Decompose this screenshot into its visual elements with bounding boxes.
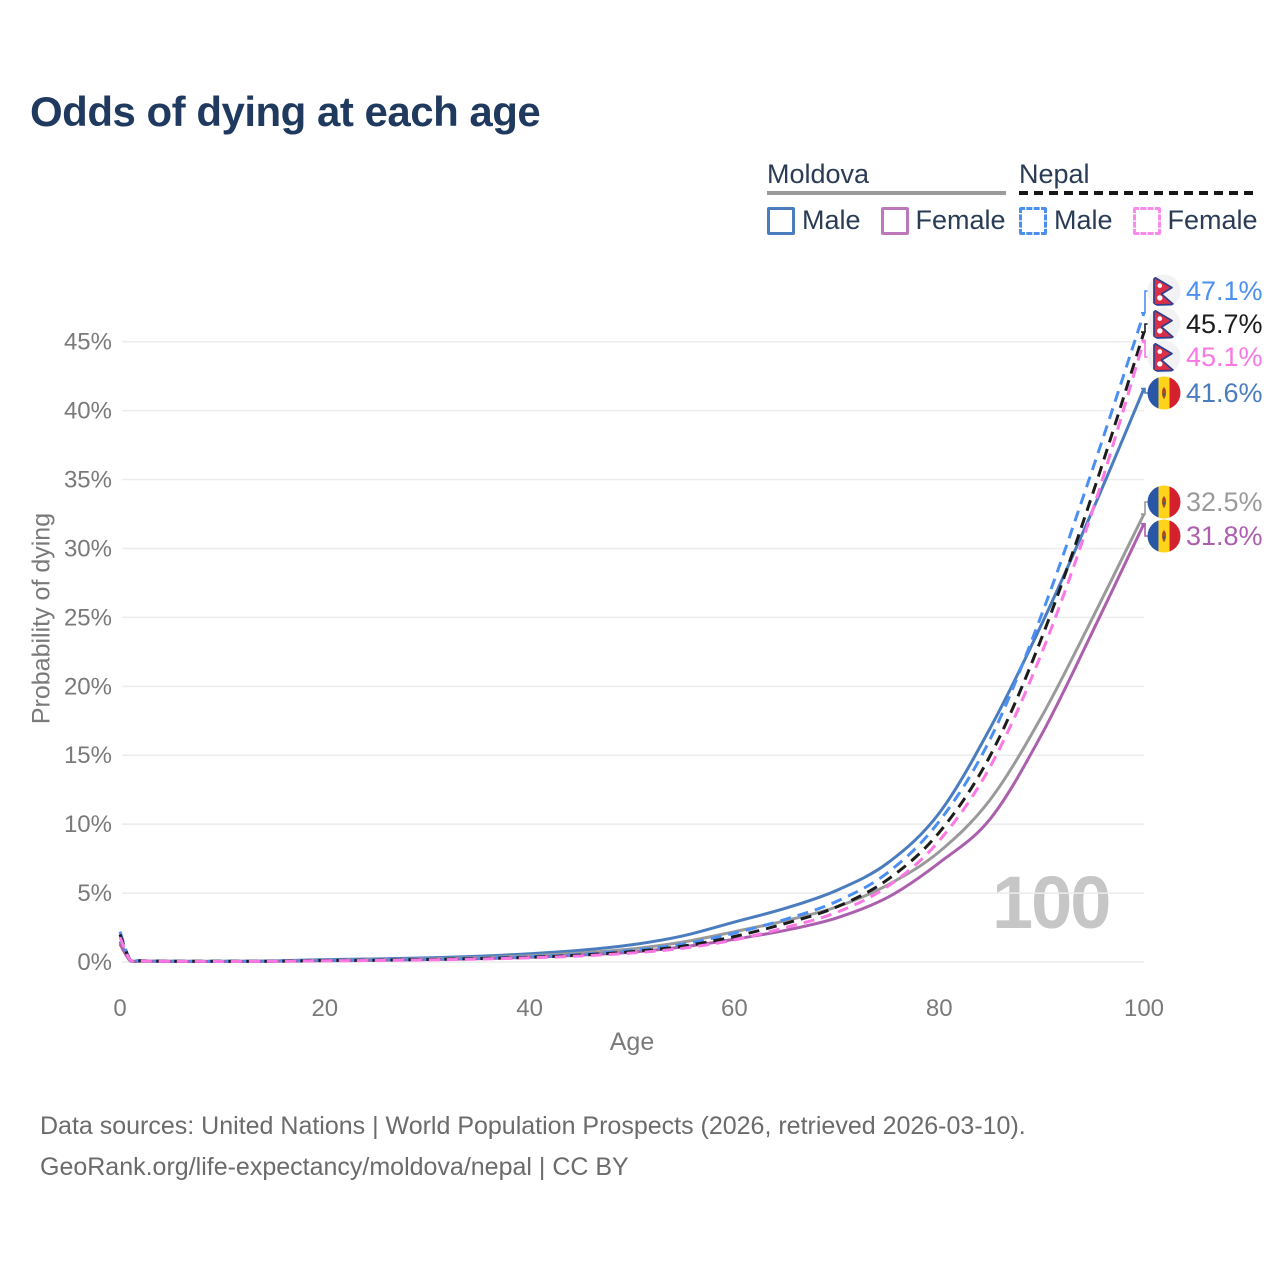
x-tick-label: 40 (516, 995, 543, 1022)
moldova-line-style-sample (767, 191, 1006, 195)
end-value-label-nepal_all: 45.7% (1186, 309, 1263, 339)
legend-country-moldova: Moldova (767, 159, 870, 189)
end-value-label-moldova_all: 32.5% (1186, 487, 1263, 517)
y-tick-label: 35% (64, 467, 112, 494)
legend-group-moldova: Moldova Male Female (767, 160, 1006, 236)
series-line-nepal_all (118, 331, 1146, 963)
end-connector-nepal_female (1141, 339, 1149, 358)
y-tick-label: 45% (64, 329, 112, 356)
end-value-label-moldova_male: 41.6% (1186, 378, 1263, 408)
x-tick-label: 100 (1124, 995, 1164, 1022)
footer-data-sources: Data sources: United Nations | World Pop… (40, 1112, 1026, 1140)
end-value-label-nepal_male: 47.1% (1186, 276, 1263, 306)
end-value-label-nepal_female: 45.1% (1186, 342, 1263, 372)
age-watermark: 100 (992, 861, 1111, 944)
legend-item-nepal-female[interactable]: Female (1132, 205, 1258, 236)
series-line-nepal_female (118, 339, 1146, 963)
end-connector-moldova_male (1141, 387, 1149, 394)
series-line-moldova_male (118, 388, 1146, 963)
page-title: Odds of dying at each age (30, 88, 541, 135)
moldova-male-swatch-icon (767, 206, 795, 235)
legend-country-nepal: Nepal (1019, 159, 1090, 189)
end-connector-nepal_male (1141, 290, 1149, 314)
end-connector-nepal_all (1141, 323, 1149, 333)
footer: Data sources: United Nations | World Pop… (40, 1106, 1026, 1188)
moldova-female-swatch-icon (880, 206, 909, 235)
y-tick-label: 10% (64, 811, 112, 838)
nepal-flag-icon (1148, 275, 1181, 308)
legend-item-nepal-male[interactable]: Male (1019, 205, 1113, 236)
y-tick-label: 20% (64, 673, 112, 700)
nepal-flag-icon (1148, 308, 1181, 341)
end-connector-moldova_female (1141, 522, 1149, 537)
x-tick-label: 60 (721, 995, 748, 1022)
legend-item-moldova-female[interactable]: Female (880, 205, 1006, 236)
nepal-female-swatch-icon (1132, 206, 1161, 235)
footer-attribution: GeoRank.org/life-expectancy/moldova/nepa… (40, 1153, 629, 1181)
y-tick-label: 0% (77, 949, 112, 976)
end-connector-moldova_all (1141, 501, 1149, 515)
nepal-flag-icon (1148, 341, 1181, 374)
y-tick-label: 30% (64, 535, 112, 562)
x-tick-label: 0 (113, 995, 126, 1022)
legend-label: Female (1167, 205, 1258, 235)
y-tick-label: 15% (64, 742, 112, 769)
legend-label: Male (1054, 205, 1113, 235)
legend-group-nepal: Nepal Male Female (1019, 160, 1258, 236)
moldova-flag-icon (1148, 486, 1181, 519)
legend-label: Female (915, 205, 1006, 235)
nepal-male-swatch-icon (1019, 206, 1047, 235)
series-line-moldova_female (118, 523, 1146, 963)
x-tick-label: 20 (311, 995, 338, 1022)
y-tick-label: 40% (64, 398, 112, 425)
legend-label: Male (802, 205, 861, 235)
x-tick-label: 80 (926, 995, 953, 1022)
moldova-flag-icon (1148, 377, 1181, 410)
x-axis-title: Age (609, 1028, 655, 1056)
moldova-flag-icon (1148, 520, 1181, 553)
y-tick-label: 5% (77, 880, 112, 907)
legend-item-moldova-male[interactable]: Male (767, 205, 861, 236)
end-value-label-moldova_female: 31.8% (1186, 521, 1263, 551)
nepal-line-style-sample (1019, 191, 1258, 195)
y-tick-label: 25% (64, 604, 112, 631)
